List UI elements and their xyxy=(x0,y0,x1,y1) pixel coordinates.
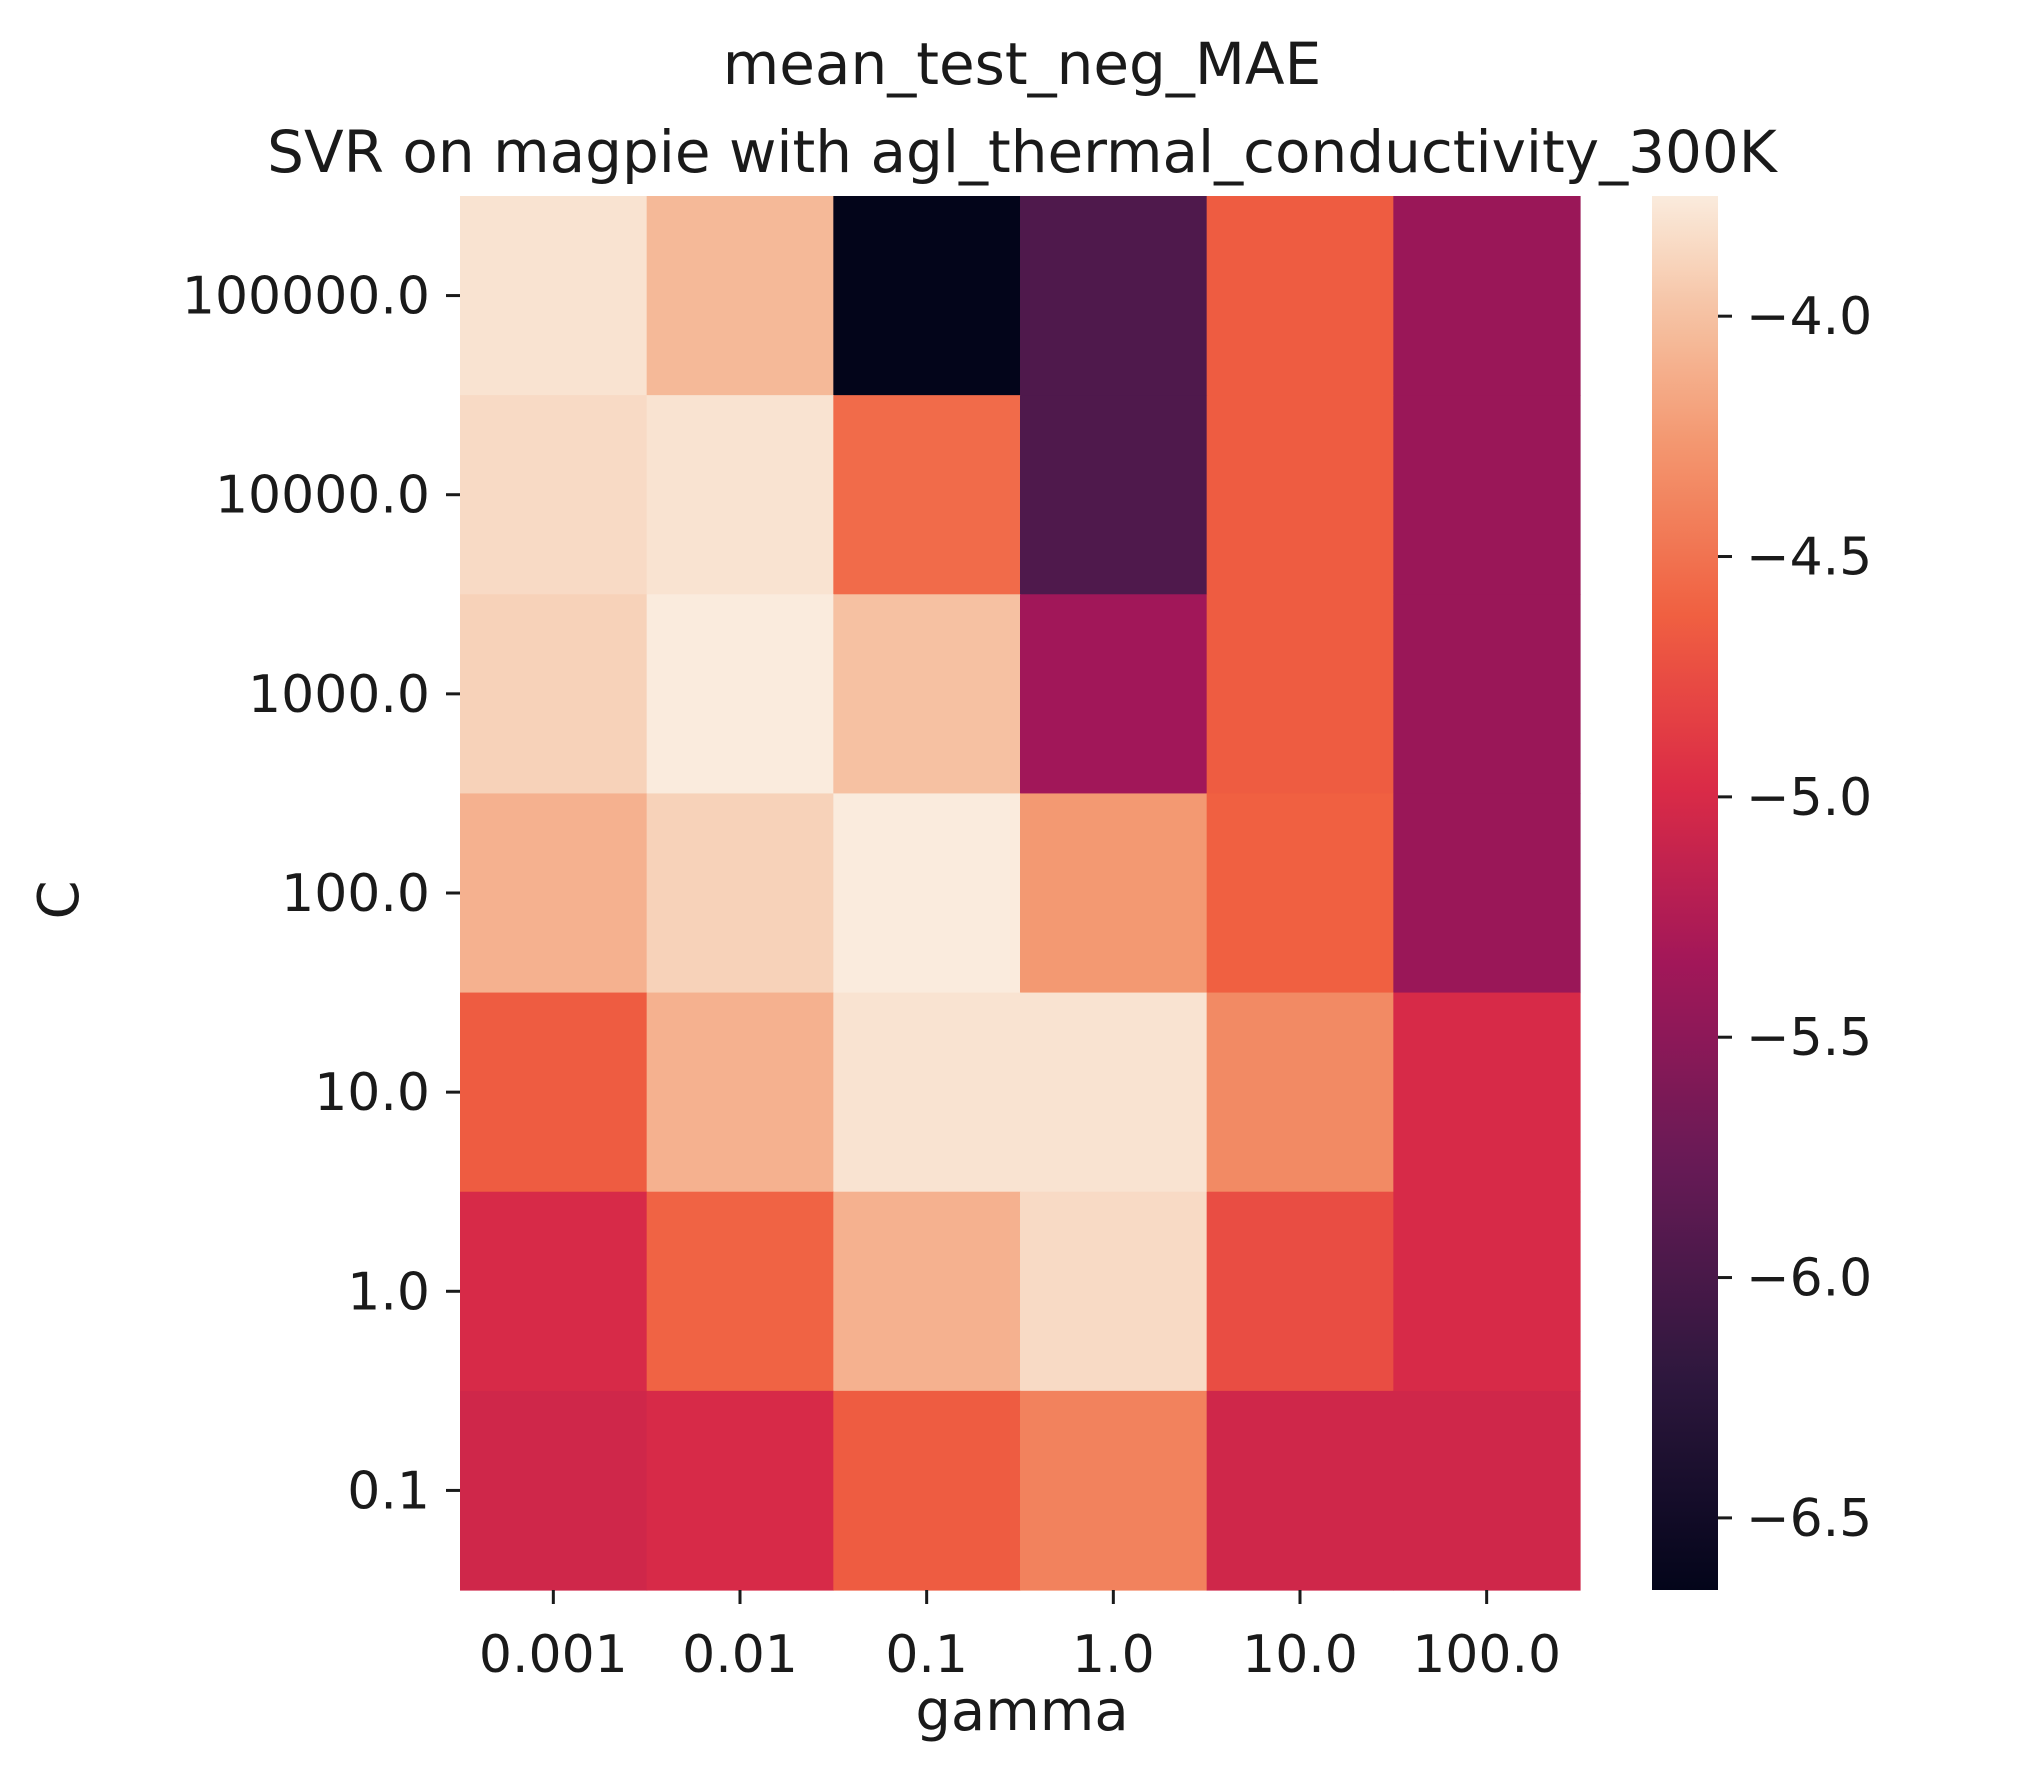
heatmap-cell xyxy=(1206,1191,1394,1392)
heatmap-cell xyxy=(833,594,1021,795)
colorbar-tick-label: −5.0 xyxy=(1746,768,1872,828)
x-tick-label: 0.01 xyxy=(682,1625,798,1685)
colorbar-tick-label: −5.5 xyxy=(1746,1008,1872,1068)
heatmap-cell xyxy=(1020,395,1208,595)
heatmap-cell xyxy=(646,196,834,396)
colorbar-tick-label: −6.0 xyxy=(1746,1249,1872,1309)
heatmap-cell xyxy=(460,1390,648,1591)
x-axis-ticks: 0.001 0.01 0.1 1.0 10.0 100.0 xyxy=(479,1590,1561,1685)
colorbar-tick-label: −6.5 xyxy=(1746,1489,1872,1549)
y-axis-label: C xyxy=(27,880,92,919)
heatmap-cell xyxy=(460,196,648,396)
heatmap-cell xyxy=(1393,594,1581,795)
heatmap-cell xyxy=(1206,992,1394,1193)
y-tick-label: 10000.0 xyxy=(215,466,430,526)
y-tick-label: 100.0 xyxy=(281,864,430,924)
x-tick-label: 10.0 xyxy=(1242,1625,1358,1685)
heatmap-cell xyxy=(1206,395,1394,595)
y-tick-label: 0.1 xyxy=(347,1461,430,1521)
heatmap-cell xyxy=(646,395,834,595)
colorbar-tick-label: −4.0 xyxy=(1746,287,1872,347)
y-tick-label: 1.0 xyxy=(347,1262,430,1322)
heatmap-cell xyxy=(1020,1191,1208,1392)
x-axis-label: gamma xyxy=(915,1679,1128,1744)
y-axis-ticks: 100000.0 10000.0 1000.0 100.0 10.0 1.0 0.1 xyxy=(182,267,460,1521)
chart-subtitle: SVR on magpie with agl_thermal_conductiv… xyxy=(267,118,1779,186)
chart-title: mean_test_neg_MAE xyxy=(723,30,1322,98)
y-tick-label: 10.0 xyxy=(314,1063,430,1123)
colorbar-tick-label: −4.5 xyxy=(1746,528,1872,588)
heatmap-cell xyxy=(1206,196,1394,396)
heatmap-cell xyxy=(460,793,648,994)
heatmap-cell xyxy=(460,395,648,595)
heatmap-cell xyxy=(833,196,1021,396)
heatmap-cell xyxy=(1393,196,1581,396)
x-tick-label: 100.0 xyxy=(1412,1625,1561,1685)
x-tick-label: 0.1 xyxy=(885,1625,968,1685)
x-tick-label: 0.001 xyxy=(479,1625,628,1685)
y-tick-label: 1000.0 xyxy=(248,665,430,725)
heatmap-cell xyxy=(833,1191,1021,1392)
heatmap-cell xyxy=(646,992,834,1193)
heatmap-cell xyxy=(1393,1390,1581,1591)
heatmap-cell xyxy=(1020,1390,1208,1591)
heatmap-cells xyxy=(460,196,1581,1591)
colorbar xyxy=(1652,196,1718,1590)
heatmap-cell xyxy=(1020,594,1208,795)
heatmap-cell xyxy=(1206,594,1394,795)
heatmap-cell xyxy=(460,992,648,1193)
heatmap-cell xyxy=(1206,793,1394,994)
x-tick-label: 1.0 xyxy=(1072,1625,1155,1685)
heatmap-cell xyxy=(833,395,1021,595)
heatmap-cell xyxy=(1020,793,1208,994)
heatmap-cell xyxy=(646,1191,834,1392)
heatmap-cell xyxy=(1393,992,1581,1193)
heatmap-cell xyxy=(1020,992,1208,1193)
colorbar-bar xyxy=(1652,196,1718,1590)
heatmap-cell xyxy=(646,793,834,994)
heatmap-cell xyxy=(460,1191,648,1392)
heatmap-cell xyxy=(646,1390,834,1591)
heatmap-cell xyxy=(833,793,1021,994)
y-tick-label: 100000.0 xyxy=(182,267,430,327)
heatmap-cell xyxy=(1393,395,1581,595)
heatmap-cell xyxy=(1206,1390,1394,1591)
heatmap-cell xyxy=(646,594,834,795)
colorbar-ticks: −4.0 −4.5 −5.0 −5.5 −6.0 −6.5 xyxy=(1718,287,1872,1549)
heatmap-cell xyxy=(1393,793,1581,994)
heatmap-cell xyxy=(1393,1191,1581,1392)
heatmap-cell xyxy=(833,1390,1021,1591)
heatmap-cell xyxy=(460,594,648,795)
heatmap-cell xyxy=(1020,196,1208,396)
heatmap-cell xyxy=(833,992,1021,1193)
